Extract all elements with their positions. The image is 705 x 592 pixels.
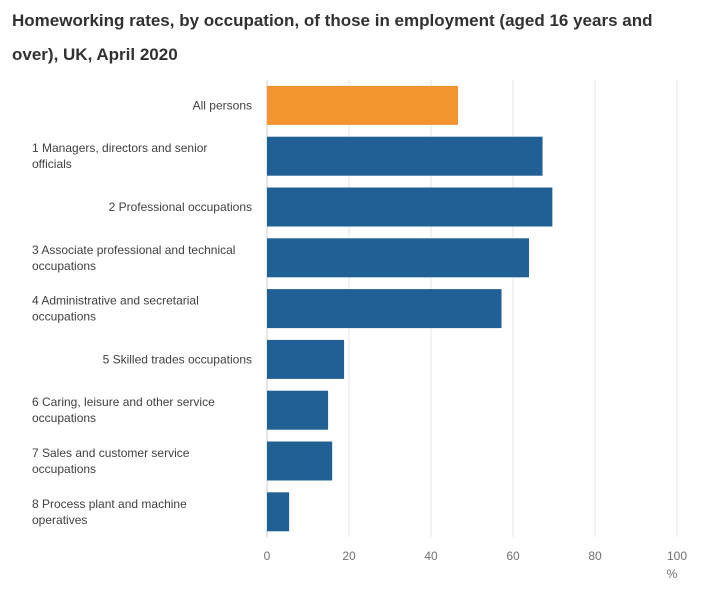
bar[interactable] [267, 441, 333, 481]
bars [267, 85, 553, 532]
category-labels: All persons 1 Managers, directors and sen… [32, 98, 252, 526]
bar[interactable] [267, 238, 529, 278]
category-label: 4 Administrative and secretarial occupati… [32, 294, 199, 324]
bar[interactable] [267, 85, 459, 125]
category-label: All persons [193, 98, 252, 112]
bar[interactable] [267, 289, 502, 329]
category-label: 5 Skilled trades occupations [103, 352, 252, 366]
x-tick-label: 20 [342, 549, 356, 563]
category-label: 6 Caring, leisure and other service occup… [32, 395, 215, 425]
category-label: 2 Professional occupations [109, 200, 252, 214]
x-tick-label: 100 [667, 549, 687, 563]
x-axis-ticks: 0 20 40 60 80 100 [264, 549, 688, 563]
bar[interactable] [267, 390, 329, 430]
bar[interactable] [267, 492, 290, 532]
category-label: 1 Managers, directors and senior official… [32, 141, 207, 171]
category-label: 7 Sales and customer service occupations [32, 446, 190, 476]
category-label: 3 Associate professional and technical oc… [32, 243, 235, 273]
x-axis-unit-label: % [667, 567, 678, 581]
x-tick-label: 40 [424, 549, 438, 563]
bar[interactable] [267, 136, 543, 176]
x-tick-label: 80 [588, 549, 602, 563]
chart-title: Homeworking rates, by occupation, of tho… [12, 11, 653, 64]
x-tick-label: 0 [264, 549, 271, 563]
x-tick-label: 60 [506, 549, 520, 563]
category-label: 8 Process plant and machine operatives [32, 497, 187, 527]
bar[interactable] [267, 339, 345, 379]
bar[interactable] [267, 187, 553, 227]
